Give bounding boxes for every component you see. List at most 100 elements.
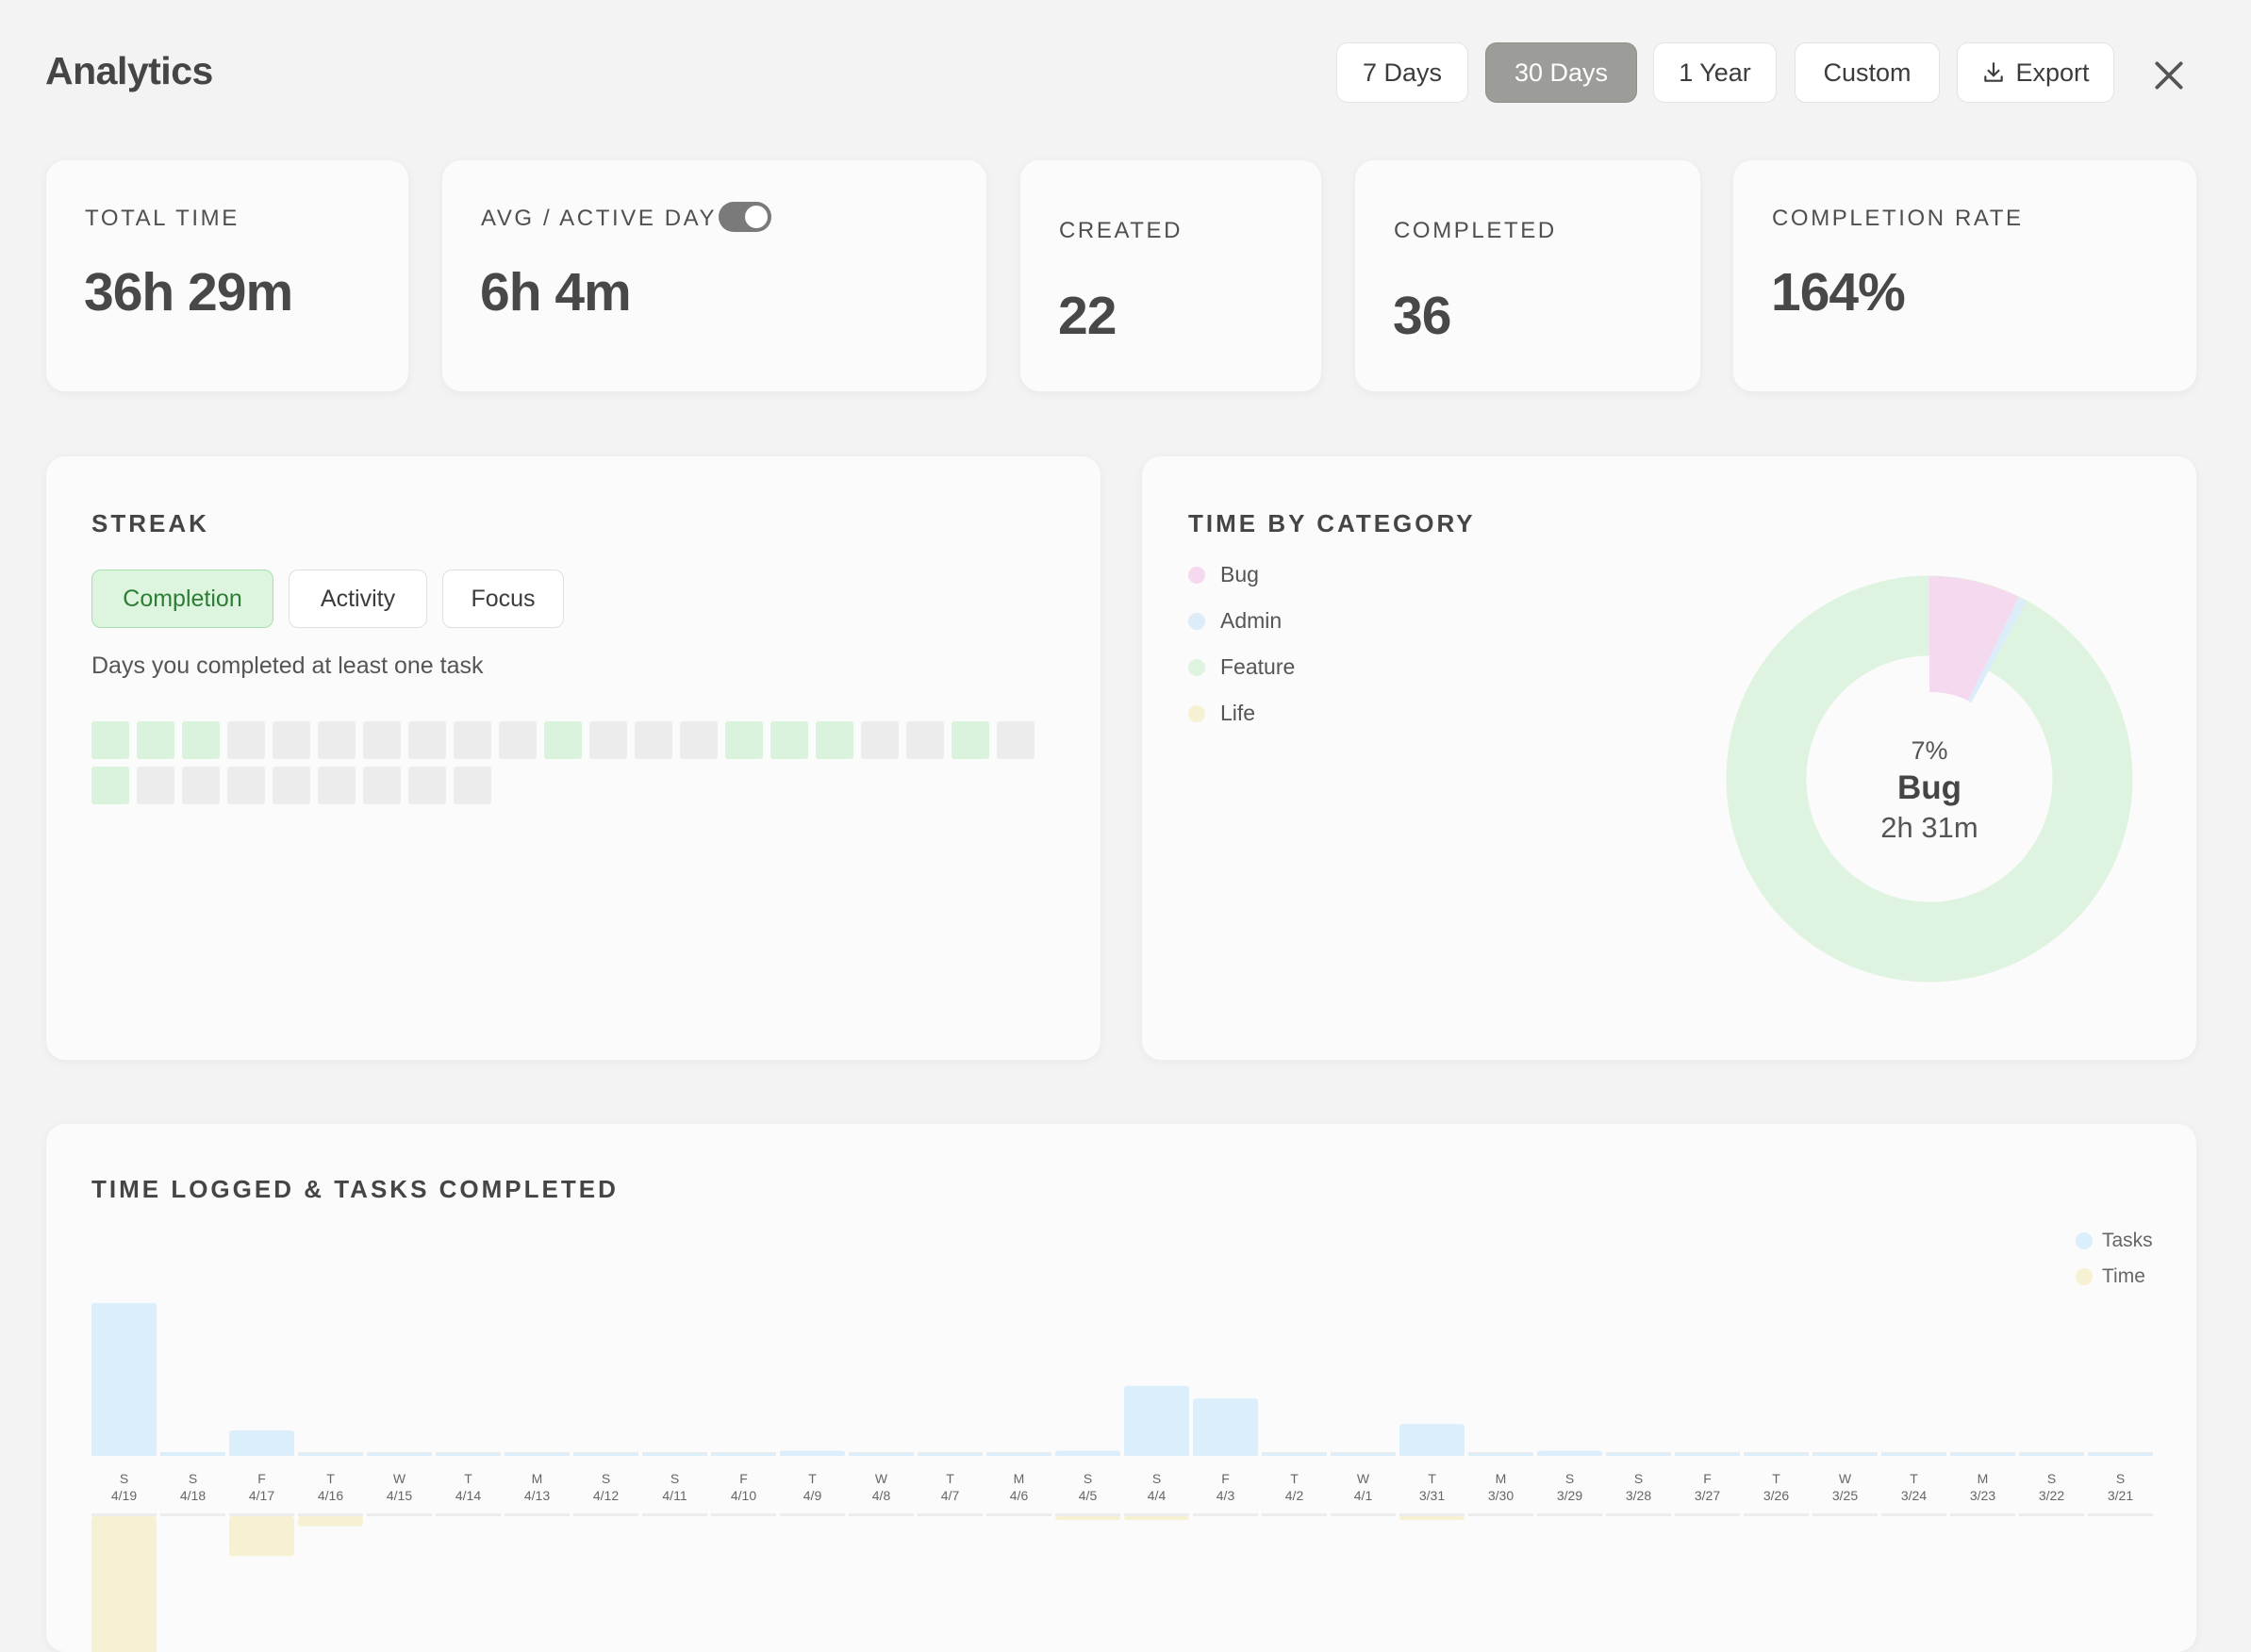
streak-day-cell[interactable] [91,767,129,804]
streak-day-cell[interactable] [770,721,808,759]
tasks-bar[interactable] [1262,1453,1327,1456]
weekday-tick-label: M [1978,1471,1989,1486]
streak-day-cell[interactable] [816,721,853,759]
date-tick-label: 4/5 [1079,1488,1098,1503]
range-1-year-button[interactable]: 1 Year [1653,42,1777,103]
date-tick-label: 4/10 [731,1488,756,1503]
tasks-bar[interactable] [1675,1453,1740,1456]
streak-day-cell[interactable] [182,721,220,759]
legend-item-life[interactable]: Life [1188,701,1255,726]
tasks-bar[interactable] [1124,1385,1189,1456]
range-7-days-button[interactable]: 7 Days [1336,42,1468,103]
legend-item-bug[interactable]: Bug [1188,562,1259,587]
streak-day-cell[interactable] [91,721,129,759]
streak-day-cell[interactable] [227,767,265,804]
date-tick-label: 4/3 [1217,1488,1235,1503]
streak-day-cell[interactable] [906,721,944,759]
weekday-tick-label: F [257,1471,266,1486]
chart-legend-tasks[interactable]: Tasks [2076,1230,2153,1252]
streak-day-cell[interactable] [137,767,174,804]
streak-day-cell[interactable] [408,767,446,804]
streak-card: STREAK Completion Activity Focus Days yo… [46,456,1101,1060]
range-custom-button[interactable]: Custom [1795,42,1940,103]
streak-day-cell[interactable] [952,721,989,759]
tasks-bar[interactable] [505,1453,570,1456]
tasks-bar[interactable] [229,1430,294,1456]
tasks-bar[interactable] [1331,1453,1396,1456]
tasks-bar[interactable] [367,1453,432,1456]
streak-day-cell[interactable] [725,721,763,759]
streak-day-cell[interactable] [544,721,582,759]
baseline-tick [1537,1513,1602,1516]
streak-day-cell[interactable] [273,721,310,759]
tasks-bar[interactable] [642,1453,707,1456]
tasks-bar[interactable] [160,1451,225,1456]
weekday-tick-label: M [1014,1471,1025,1486]
streak-day-cell[interactable] [499,721,537,759]
completed-value: 36 [1393,286,1451,346]
streak-day-cell[interactable] [363,767,401,804]
range-30-days-button[interactable]: 30 Days [1485,42,1637,103]
time-bar[interactable] [298,1516,363,1527]
tasks-bar[interactable] [1744,1453,1809,1456]
legend-item-admin[interactable]: Admin [1188,608,1282,634]
streak-day-cell[interactable] [318,767,356,804]
streak-day-cell[interactable] [182,767,220,804]
tasks-bar[interactable] [1950,1453,2015,1456]
streak-day-cell[interactable] [363,721,401,759]
close-button[interactable] [2143,53,2195,98]
tasks-bar[interactable] [1399,1424,1465,1456]
date-tick-label: 4/1 [1354,1488,1373,1503]
tasks-bar[interactable] [573,1453,638,1456]
streak-day-cell[interactable] [318,721,356,759]
time-bar[interactable] [1055,1516,1120,1521]
streak-day-cell[interactable] [227,721,265,759]
streak-day-cell[interactable] [137,721,174,759]
tasks-bar[interactable] [1537,1450,1602,1456]
time-bar[interactable] [1124,1516,1189,1521]
donut-slice-admin[interactable] [1968,597,2027,703]
tasks-bar[interactable] [436,1453,501,1456]
baseline-tick [573,1513,638,1516]
time-bar[interactable] [1399,1516,1465,1521]
streak-day-cell[interactable] [861,721,899,759]
chart-legend-time[interactable]: Time [2076,1265,2145,1288]
weekday-tick-label: S [1152,1471,1161,1486]
tasks-bar[interactable] [1606,1453,1671,1456]
tab-focus[interactable]: Focus [442,570,564,628]
donut-slice-bug[interactable] [1929,576,2019,701]
avg-mode-toggle[interactable] [719,202,771,232]
tasks-bar[interactable] [1055,1450,1120,1456]
time-bar[interactable] [229,1516,294,1557]
streak-day-cell[interactable] [408,721,446,759]
tasks-bar[interactable] [1812,1453,1878,1456]
tasks-bar[interactable] [918,1453,983,1456]
tasks-bar[interactable] [711,1453,776,1456]
streak-day-cell[interactable] [589,721,627,759]
baseline-tick [1262,1513,1327,1516]
tasks-bar[interactable] [986,1453,1051,1456]
streak-day-cell[interactable] [454,767,491,804]
tasks-bar[interactable] [849,1453,914,1456]
export-button[interactable]: Export [1957,42,2114,103]
category-donut[interactable] [1720,570,2139,988]
tasks-bar[interactable] [2088,1453,2153,1456]
legend-label: Bug [1220,562,1259,586]
time-bar[interactable] [91,1516,157,1652]
streak-day-cell[interactable] [680,721,718,759]
tasks-bar[interactable] [780,1450,845,1456]
tab-activity[interactable]: Activity [289,570,427,628]
tasks-bar[interactable] [1193,1398,1258,1456]
tasks-bar[interactable] [1468,1453,1533,1456]
tasks-bar[interactable] [91,1303,157,1456]
streak-day-cell[interactable] [635,721,672,759]
legend-item-feature[interactable]: Feature [1188,654,1295,680]
tasks-bar[interactable] [2019,1453,2084,1456]
tasks-bar[interactable] [298,1453,363,1456]
streak-day-cell[interactable] [273,767,310,804]
streak-day-cell[interactable] [997,721,1034,759]
tasks-bar[interactable] [1881,1453,1946,1456]
baseline-tick [1950,1513,2015,1516]
streak-day-cell[interactable] [454,721,491,759]
tab-completion[interactable]: Completion [91,570,273,628]
